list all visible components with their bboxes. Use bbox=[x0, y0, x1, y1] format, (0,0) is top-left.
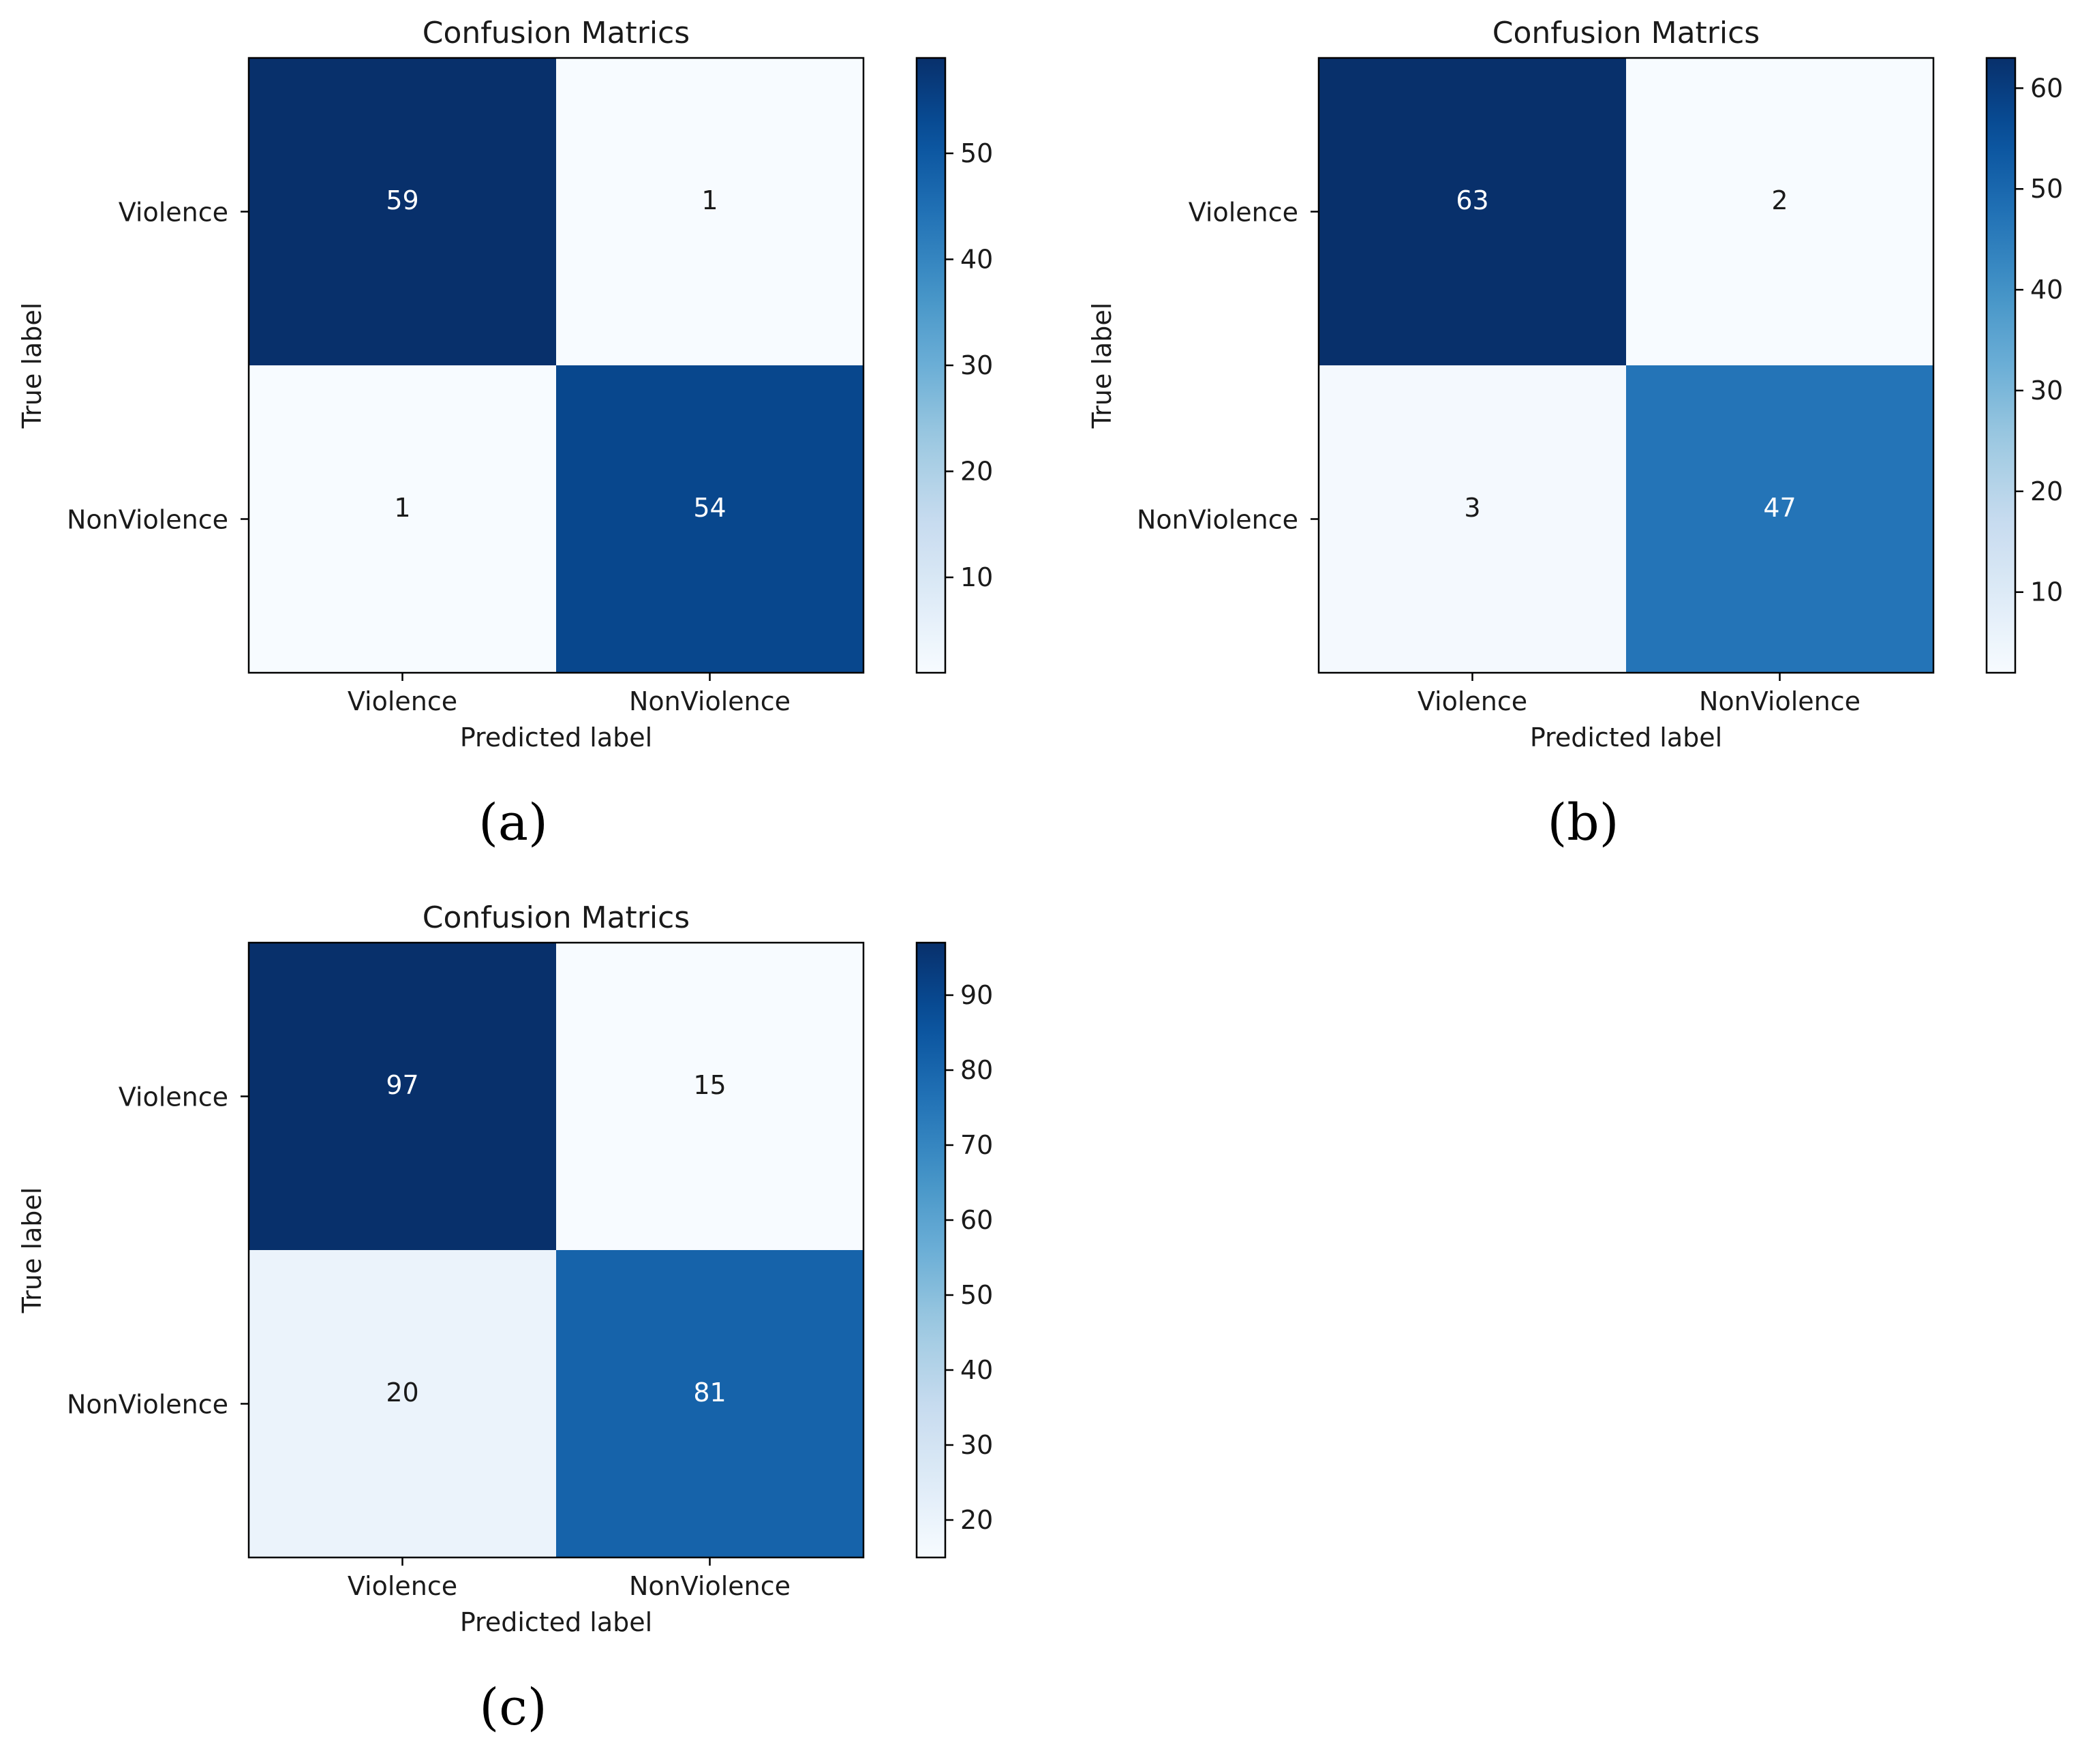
colorbar-tick-label: 10 bbox=[2030, 577, 2063, 607]
heatmap-cell bbox=[1319, 365, 1626, 673]
colorbar bbox=[915, 941, 947, 1559]
cell-value-label: 1 bbox=[394, 493, 410, 523]
heatmap-cell bbox=[556, 365, 863, 673]
cell-value-label: 54 bbox=[693, 493, 726, 523]
colorbar bbox=[915, 57, 947, 674]
heatmap-cell bbox=[249, 365, 556, 673]
x-tick-label: NonViolence bbox=[629, 686, 791, 716]
confusion-matrix-panel-3: Confusion Matrics 97 15 20 81 Violence NonViol… bbox=[17, 900, 993, 1737]
cell-value-label: 3 bbox=[1464, 493, 1480, 523]
axes-frame bbox=[1317, 57, 1935, 674]
colorbar-tick-label: 30 bbox=[960, 350, 993, 380]
cell-value-label: 47 bbox=[1763, 493, 1796, 523]
axes-frame bbox=[247, 941, 865, 1559]
heatmap-cell bbox=[1319, 58, 1626, 365]
colorbar-tick-label: 50 bbox=[2030, 174, 2063, 204]
chart-title: Confusion Matrics bbox=[423, 900, 690, 935]
y-axis-label: True label bbox=[17, 1187, 47, 1314]
x-axis-label: Predicted label bbox=[460, 1607, 652, 1637]
x-axis-label: Predicted label bbox=[460, 723, 652, 752]
x-tick-label: Violence bbox=[348, 1571, 457, 1601]
x-tick-label: Violence bbox=[348, 686, 457, 716]
cell-value-label: 20 bbox=[386, 1378, 418, 1408]
colorbar-tick-label: 90 bbox=[960, 980, 993, 1010]
colorbar-tick-label: 60 bbox=[2030, 73, 2063, 103]
y-tick-label: Violence bbox=[1189, 198, 1298, 228]
cell-value-label: 15 bbox=[693, 1070, 726, 1100]
heatmap-cell bbox=[556, 58, 863, 365]
colorbar-tick-label: 40 bbox=[960, 1355, 993, 1385]
y-tick-label: NonViolence bbox=[67, 1390, 228, 1420]
colorbar-tick-label: 40 bbox=[2030, 275, 2063, 305]
x-axis-label: Predicted label bbox=[1530, 723, 1722, 752]
cell-value-label: 59 bbox=[386, 185, 418, 215]
colorbar-tick-label: 70 bbox=[960, 1130, 993, 1160]
confusion-matrix-panel-2: Confusion Matrics 63 2 3 47 Violence NonViolen… bbox=[1087, 16, 2063, 852]
colorbar-tick-label: 60 bbox=[960, 1205, 993, 1235]
heatmap-cell bbox=[556, 1250, 863, 1557]
cell-value-label: 81 bbox=[693, 1378, 726, 1408]
panel-caption: (a) bbox=[478, 793, 548, 852]
heatmap-cell bbox=[1626, 58, 1933, 365]
chart-title: Confusion Matrics bbox=[1492, 16, 1760, 50]
colorbar-tick-label: 20 bbox=[2030, 476, 2063, 506]
colorbar-tick-label: 20 bbox=[960, 457, 993, 487]
y-tick-label: Violence bbox=[119, 1082, 228, 1112]
y-tick-label: NonViolence bbox=[67, 505, 228, 535]
colorbar-tick-label: 40 bbox=[960, 244, 993, 274]
cell-value-label: 2 bbox=[1771, 185, 1788, 215]
colorbar-tick-label: 50 bbox=[960, 138, 993, 168]
colorbar-tick-label: 20 bbox=[960, 1505, 993, 1535]
y-axis-label: True label bbox=[1087, 303, 1117, 429]
y-tick-label: NonViolence bbox=[1137, 505, 1298, 535]
panel-caption: (b) bbox=[1547, 793, 1619, 852]
colorbar bbox=[1985, 57, 2017, 674]
cell-value-label: 97 bbox=[386, 1070, 418, 1100]
y-axis-label: True label bbox=[17, 303, 47, 429]
x-tick-label: Violence bbox=[1418, 686, 1527, 716]
heatmap-cell bbox=[1626, 365, 1933, 673]
heatmap-cell bbox=[556, 943, 863, 1250]
cell-value-label: 1 bbox=[701, 185, 718, 215]
chart-title: Confusion Matrics bbox=[423, 16, 690, 50]
heatmap-cell bbox=[249, 58, 556, 365]
colorbar-tick-label: 30 bbox=[2030, 376, 2063, 406]
colorbar-tick-label: 10 bbox=[960, 562, 993, 592]
heatmap-cell bbox=[249, 1250, 556, 1557]
x-tick-label: NonViolence bbox=[629, 1571, 791, 1601]
x-tick-label: NonViolence bbox=[1699, 686, 1861, 716]
confusion-matrix-panel-1: Confusion Matrics 59 1 1 54 Violence NonViolen… bbox=[17, 16, 993, 852]
colorbar-tick-label: 80 bbox=[960, 1055, 993, 1085]
cell-value-label: 63 bbox=[1456, 185, 1488, 215]
panel-caption: (c) bbox=[479, 1678, 547, 1737]
colorbar-tick-label: 30 bbox=[960, 1430, 993, 1460]
axes-frame bbox=[247, 57, 865, 674]
heatmap-cell bbox=[249, 943, 556, 1250]
colorbar-tick-label: 50 bbox=[960, 1280, 993, 1310]
y-tick-label: Violence bbox=[119, 198, 228, 228]
